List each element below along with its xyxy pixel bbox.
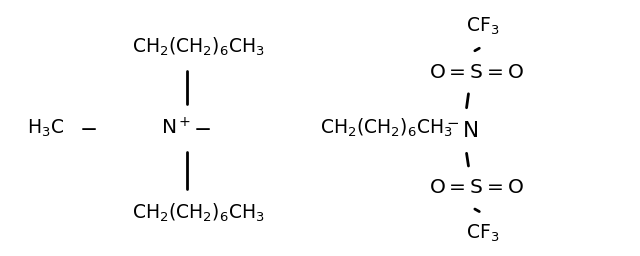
Text: CF$_3$: CF$_3$ [466,16,499,37]
Text: O$=$S$=$O: O$=$S$=$O [429,63,524,82]
Text: O$=$S$=$O: O$=$S$=$O [429,178,524,197]
Text: CH$_2$(CH$_2$)$_6$CH$_3$: CH$_2$(CH$_2$)$_6$CH$_3$ [132,36,266,58]
Text: H$_3$C: H$_3$C [27,117,64,139]
Text: $-$: $-$ [79,118,97,138]
Text: CH$_2$(CH$_2$)$_6$CH$_3$: CH$_2$(CH$_2$)$_6$CH$_3$ [320,117,453,139]
Text: $^-$N: $^-$N [442,121,478,141]
Text: CF$_3$: CF$_3$ [466,222,499,244]
Text: $-$: $-$ [193,118,211,138]
Text: N$^+$: N$^+$ [161,117,192,139]
Text: CH$_2$(CH$_2$)$_6$CH$_3$: CH$_2$(CH$_2$)$_6$CH$_3$ [132,202,266,224]
